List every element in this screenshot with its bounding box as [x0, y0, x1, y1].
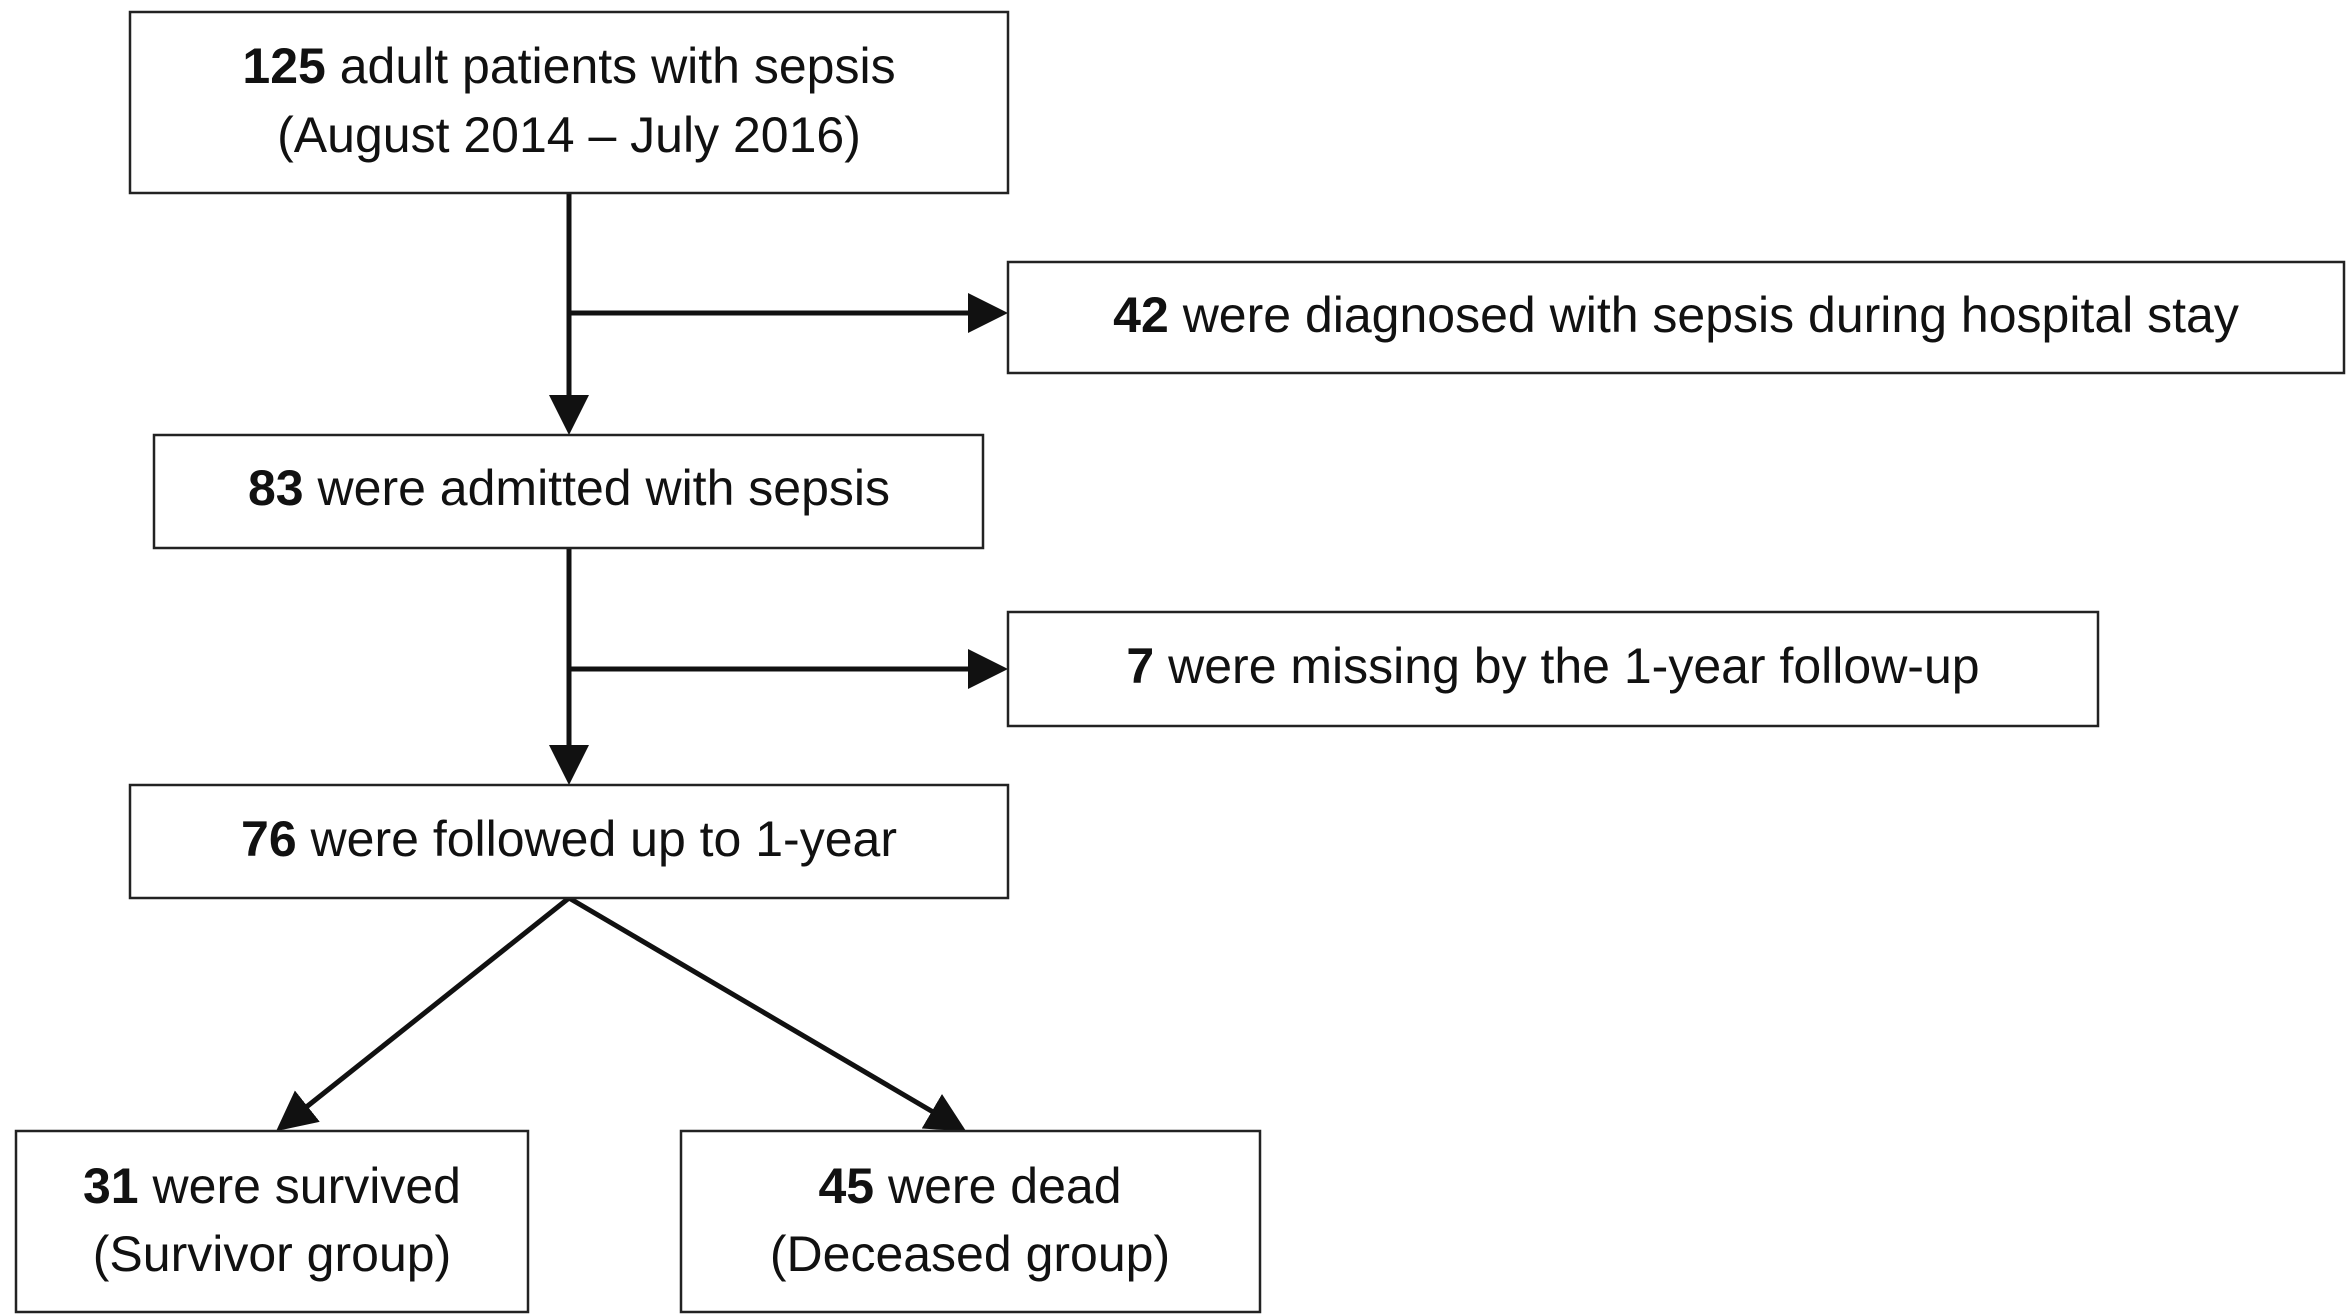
count: 31	[83, 1158, 139, 1214]
label: were survived	[152, 1158, 461, 1214]
node-text: 42 were diagnosed with sepsis during hos…	[1113, 287, 2239, 343]
node-text: 7 were missing by the 1-year follow-up	[1126, 638, 1979, 694]
node-text: 76 were followed up to 1-year	[241, 811, 897, 867]
box	[152, 433, 985, 550]
label: were dead	[887, 1158, 1122, 1214]
node-text: 45 were dead	[818, 1158, 1121, 1214]
node-note: (Survivor group)	[93, 1226, 451, 1282]
label: were admitted with sepsis	[317, 460, 890, 516]
label: were missing by the 1-year follow-up	[1167, 638, 1979, 694]
label: were followed up to 1-year	[310, 811, 897, 867]
count: 125	[242, 38, 325, 94]
box	[128, 10, 1010, 195]
box	[14, 1129, 530, 1314]
box	[1006, 610, 2100, 728]
label: were diagnosed with sepsis during hospit…	[1182, 287, 2239, 343]
node-text: 125 adult patients with sepsis	[242, 38, 895, 94]
node-note: (Deceased group)	[770, 1226, 1170, 1282]
arrow	[276, 896, 571, 1132]
count: 45	[818, 1158, 874, 1214]
node-note: (August 2014 – July 2016)	[277, 107, 861, 163]
box	[1006, 260, 2346, 375]
arrow	[567, 895, 967, 1132]
label: adult patients with sepsis	[340, 38, 896, 94]
box	[128, 783, 1010, 900]
node-text: 31 were survived	[83, 1158, 461, 1214]
count: 7	[1126, 638, 1154, 694]
count: 42	[1113, 287, 1169, 343]
box	[679, 1129, 1262, 1314]
count: 83	[248, 460, 304, 516]
node-text: 83 were admitted with sepsis	[248, 460, 890, 516]
count: 76	[241, 811, 297, 867]
